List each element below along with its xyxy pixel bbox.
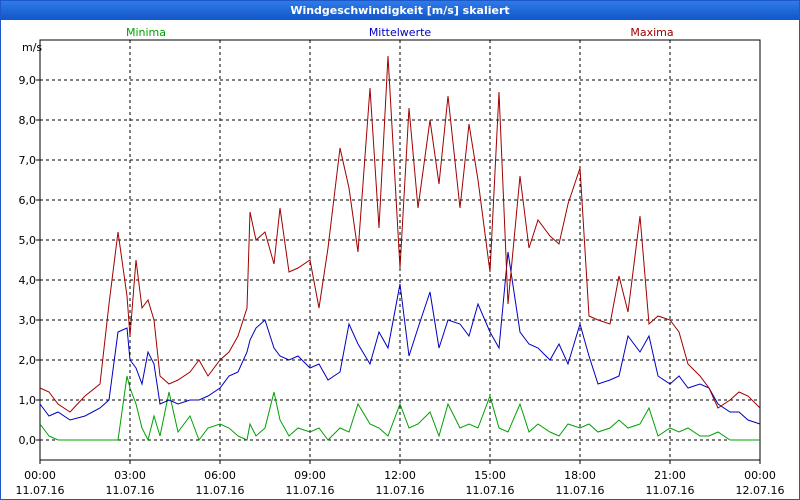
series-line-minima xyxy=(39,375,760,442)
series-lines xyxy=(39,55,761,442)
y-tick-label: 0,0 xyxy=(19,434,37,447)
x-tick-time: 21:00 xyxy=(654,469,686,482)
x-tick-time: 00:00 xyxy=(744,469,776,482)
x-tick-time: 15:00 xyxy=(474,469,506,482)
y-tick-label: 6,0 xyxy=(19,194,37,207)
x-tick-time: 00:00 xyxy=(24,469,56,482)
x-tick-date: 11.07.16 xyxy=(196,484,245,497)
y-axis: 0,0 1,0 2,0 3,0 4,0 5,0 6,0 7,0 8,0 9,0 xyxy=(19,74,40,447)
x-tick-date: 11.07.16 xyxy=(286,484,335,497)
x-tick-date: 11.07.16 xyxy=(376,484,425,497)
legend: Minima Mittelwerte Maxima xyxy=(126,26,674,39)
y-tick-label: 7,0 xyxy=(19,154,37,167)
y-tick-label: 4,0 xyxy=(19,274,37,287)
y-tick-label: 2,0 xyxy=(19,354,37,367)
x-tick-date: 11.07.16 xyxy=(16,484,65,497)
series-line-mittelwerte xyxy=(39,251,761,425)
x-tick-time: 03:00 xyxy=(114,469,146,482)
y-tick-label: 9,0 xyxy=(19,74,37,87)
y-tick-label: 1,0 xyxy=(19,394,37,407)
x-tick-date: 11.07.16 xyxy=(466,484,515,497)
y-tick-label: 3,0 xyxy=(19,314,37,327)
x-tick-time: 09:00 xyxy=(294,469,326,482)
y-tick-label: 8,0 xyxy=(19,114,37,127)
x-tick-date: 11.07.16 xyxy=(106,484,155,497)
y-tick-label: 5,0 xyxy=(19,234,37,247)
x-tick-time: 18:00 xyxy=(564,469,596,482)
legend-entry-minima: Minima xyxy=(126,26,166,39)
x-axis: 00:00 11.07.16 03:00 11.07.16 06:00 11.07.16 0… xyxy=(16,460,785,497)
x-tick-time: 06:00 xyxy=(204,469,236,482)
x-tick-date: 11.07.16 xyxy=(646,484,695,497)
chart-title: Windgeschwindigkeit [m/s] skaliert xyxy=(1,1,799,20)
y-axis-label: m/s xyxy=(22,41,42,54)
series-line-maxima xyxy=(39,55,761,413)
x-tick-date: 11.07.16 xyxy=(556,484,605,497)
x-tick-time: 12:00 xyxy=(384,469,416,482)
legend-entry-maxima: Maxima xyxy=(630,26,673,39)
grid-lines xyxy=(40,40,760,460)
x-tick-date: 12.07.16 xyxy=(736,484,785,497)
legend-entry-mittelwerte: Mittelwerte xyxy=(369,26,432,39)
